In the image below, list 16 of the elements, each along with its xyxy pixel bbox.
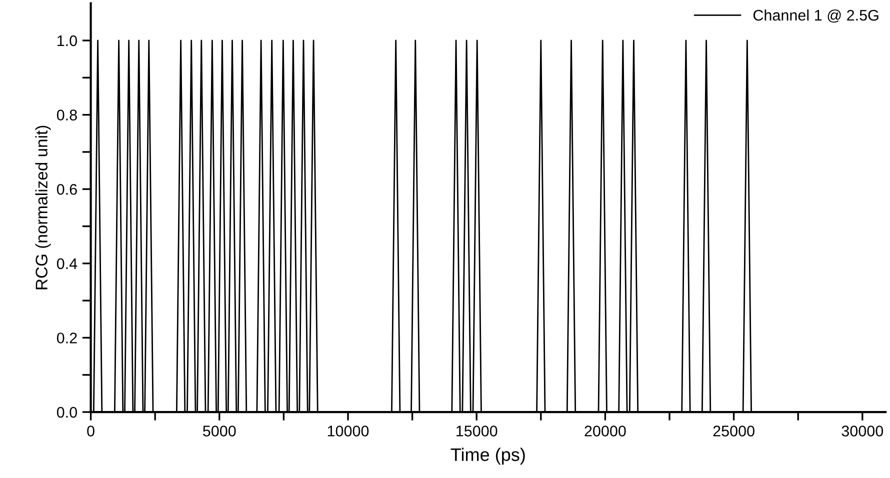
y-tick-label: 0.8 (56, 110, 77, 120)
x-tick-label: 25000 (713, 426, 754, 436)
y-tick-label: 0.4 (56, 258, 78, 270)
y-tick-label: 1.0 (58, 35, 77, 46)
x-tick-label: 0 (87, 426, 94, 436)
legend-label: Channel 1 @ 2.5G (753, 9, 878, 23)
x-axis-title: Time (ps) (450, 448, 525, 465)
x-tick-label: 5000 (203, 426, 236, 436)
y-tick-label: 0.0 (56, 406, 77, 418)
y-axis-title: RCG (normalized unit) (35, 126, 51, 290)
x-tick-label: 30000 (842, 426, 884, 436)
y-tick-label: 0.2 (56, 332, 77, 344)
x-tick-label: 15000 (456, 426, 498, 436)
x-tick-label: 10000 (328, 426, 369, 436)
x-tick-label: 20000 (584, 426, 626, 436)
y-tick-label: 0.6 (56, 184, 77, 195)
